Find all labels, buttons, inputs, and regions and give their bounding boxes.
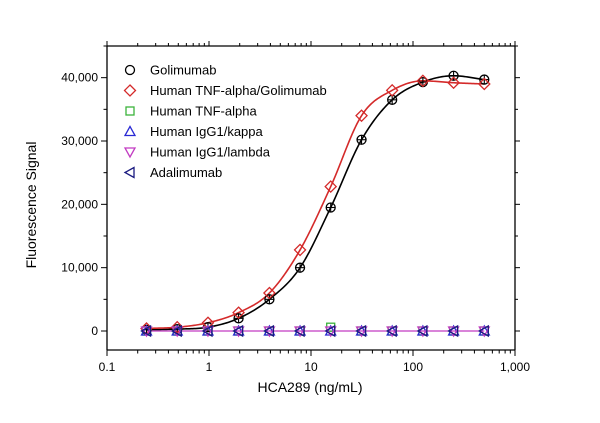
legend-label-human-tnf-alpha: Human TNF-alpha	[150, 104, 257, 119]
x-axis-title: HCA289 (ng/mL)	[257, 379, 362, 395]
data-point-adalimumab	[293, 324, 305, 338]
data-point-human-tnf-alpha-golimumab	[324, 180, 338, 194]
data-point-human-tnf-alpha-golimumab	[447, 76, 461, 90]
data-point-human-igg1-lambda	[171, 326, 184, 338]
legend: Golimumab Human TNF-alpha/Golimumab Human …	[123, 63, 327, 180]
x-tick-label: 1	[206, 360, 213, 374]
legend-label-golimumab: Golimumab	[150, 63, 216, 78]
data-point-human-igg1-lambda	[416, 326, 429, 338]
legend-label-human-igg1-lambda: Human IgG1/lambda	[150, 145, 271, 160]
data-point-adalimumab	[263, 324, 275, 338]
data-point-adalimumab	[447, 324, 459, 338]
data-points	[140, 70, 491, 338]
data-point-human-tnf-alpha-golimumab	[293, 243, 307, 257]
data-point-adalimumab	[416, 324, 428, 338]
data-point-human-tnf-alpha-golimumab	[355, 109, 368, 123]
legend-marker-human-igg1-lambda	[123, 147, 137, 159]
legend-marker-human-tnf-alpha-golimumab	[123, 84, 137, 97]
data-point-adalimumab	[170, 324, 182, 338]
data-point-human-igg1-lambda	[447, 326, 460, 338]
series-adalimumab	[140, 324, 489, 338]
data-point-human-igg1-lambda	[232, 326, 245, 338]
y-tick-label: 20,000	[61, 197, 98, 211]
y-tick-label: 40,000	[61, 71, 98, 85]
data-point-human-igg1-lambda	[263, 326, 276, 338]
data-point-adalimumab	[477, 324, 489, 338]
legend-marker-human-igg1-kappa	[123, 125, 137, 137]
axes: 0.1 1 10 100 1,000 0 10,000 20,000 30,000 40,000	[61, 41, 530, 374]
data-point-human-tnf-alpha-golimumab	[477, 77, 491, 91]
legend-marker-golimumab	[124, 64, 136, 76]
y-tick-label: 0	[91, 324, 98, 338]
x-tick-label: 0.1	[99, 360, 116, 374]
x-tick-label: 10	[304, 360, 318, 374]
y-axis-title: Fluorescence Signal	[23, 142, 39, 269]
legend-marker-human-tnf-alpha	[125, 106, 135, 116]
data-point-adalimumab	[140, 324, 152, 338]
data-point-human-igg1-lambda	[201, 326, 215, 338]
data-point-human-tnf-alpha-golimumab	[232, 306, 246, 320]
data-point-adalimumab	[201, 324, 213, 338]
data-point-human-tnf-alpha-golimumab	[170, 320, 184, 334]
legend-label-human-tnf-alpha-golimumab: Human TNF-alpha/Golimumab	[150, 83, 327, 98]
legend-label-human-igg1-kappa: Human IgG1/kappa	[150, 124, 264, 139]
legend-marker-adalimumab	[123, 166, 135, 179]
legend-label-adalimumab: Adalimumab	[150, 165, 222, 180]
data-point-human-tnf-alpha-golimumab	[416, 74, 430, 88]
data-point-adalimumab	[385, 324, 397, 338]
series-human-igg1-lambda	[140, 326, 491, 338]
data-point-human-igg1-lambda	[478, 326, 491, 338]
data-point-adalimumab	[324, 324, 336, 338]
data-point-human-igg1-lambda	[386, 326, 399, 338]
x-tick-label: 1,000	[500, 360, 530, 374]
y-tick-label: 10,000	[61, 261, 98, 275]
data-point-human-igg1-lambda	[140, 326, 153, 338]
data-point-human-igg1-lambda	[355, 326, 368, 338]
data-point-human-tnf-alpha-golimumab	[262, 286, 276, 300]
data-point-human-tnf-alpha-golimumab	[385, 83, 399, 97]
data-point-human-igg1-lambda	[324, 326, 337, 338]
y-tick-label: 30,000	[61, 134, 98, 148]
x-tick-label: 100	[403, 360, 423, 374]
data-point-human-igg1-lambda	[293, 326, 307, 338]
data-point-adalimumab	[355, 324, 367, 338]
series-human-tnf-alpha-golimumab	[140, 74, 491, 335]
data-point-adalimumab	[232, 324, 244, 338]
